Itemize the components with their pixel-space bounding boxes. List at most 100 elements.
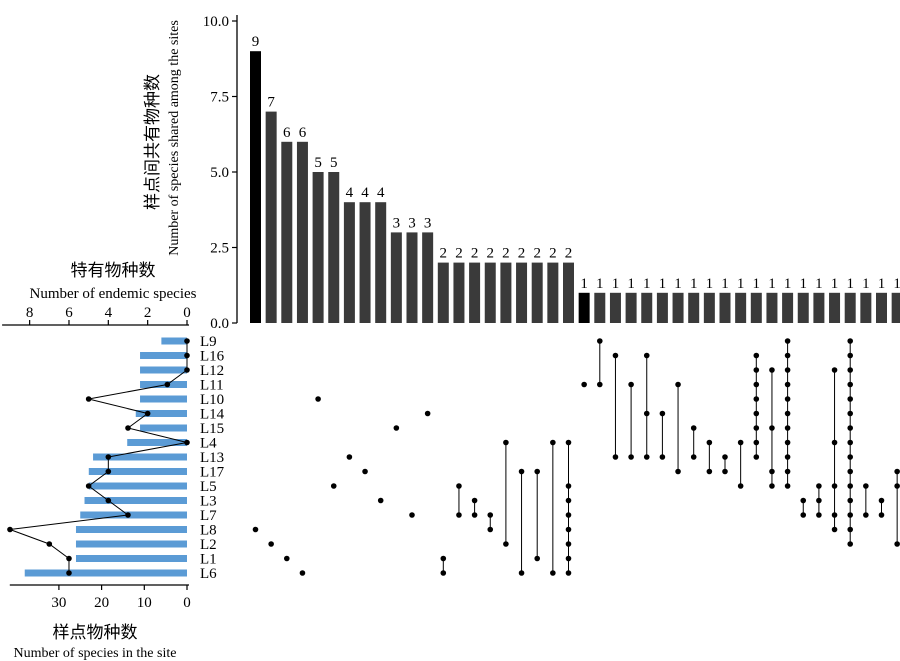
matrix-dot <box>847 526 853 533</box>
site-label-L6: L6 <box>200 566 217 582</box>
intersection-bar-label-11: 3 <box>408 215 416 231</box>
intersection-bar-7 <box>343 202 355 323</box>
site-total-bar-L1 <box>75 555 187 562</box>
matrix-dot <box>722 468 728 475</box>
matrix-dot <box>518 570 525 576</box>
matrix-dot <box>847 468 853 475</box>
intersection-bar-10 <box>390 232 402 323</box>
matrix-dot <box>753 454 760 460</box>
intersection-bar-label-37: 1 <box>815 276 823 292</box>
intersection-bar-label-40: 1 <box>862 276 870 292</box>
matrix-dot <box>346 454 353 460</box>
site-total-x-axis: 30 20 10 0 <box>9 584 191 611</box>
endemic-label-en: Number of endemic species <box>29 286 196 302</box>
intersection-y-tick-label: 2.5 <box>210 241 229 257</box>
intersection-bar-label-14: 2 <box>455 246 463 262</box>
intersection-bar-label-7: 4 <box>346 185 354 201</box>
matrix-dot <box>737 483 744 489</box>
matrix-dot <box>440 570 447 576</box>
intersection-bar-label-31: 1 <box>721 276 729 292</box>
intersection-bar-label-2: 7 <box>267 95 275 111</box>
matrix-dot <box>330 483 337 489</box>
site-total-bar-L9 <box>161 337 187 345</box>
intersection-bar-label-12: 3 <box>424 215 432 231</box>
endemic-tick-label: 8 <box>26 305 34 321</box>
intersection-ylabel-zh: 样点间共有物种数 <box>143 74 162 210</box>
intersection-bar-label-1: 9 <box>252 34 260 50</box>
matrix-dot <box>863 483 869 489</box>
matrix-dot <box>628 381 634 388</box>
matrix-dot <box>847 541 853 547</box>
matrix-dot <box>550 570 556 576</box>
site-label-L13: L13 <box>200 450 224 466</box>
intersection-bar-label-35: 1 <box>784 276 792 292</box>
intersection-bar-label-38: 1 <box>831 276 839 292</box>
intersection-bar-38 <box>829 292 841 323</box>
matrix-dot <box>769 468 775 475</box>
intersection-y-tick-label: 5.0 <box>210 165 229 181</box>
matrix-dot <box>565 541 572 547</box>
intersection-bar-12 <box>422 232 434 323</box>
matrix-dot <box>784 439 791 446</box>
intersection-bar-20 <box>547 262 559 323</box>
intersection-bar-41 <box>876 292 887 323</box>
intersection-bar-13 <box>437 262 449 323</box>
intersection-bar-27 <box>656 292 668 323</box>
intersection-bar-label-8: 4 <box>361 185 369 201</box>
matrix-dot <box>487 526 494 533</box>
intersection-bar-14 <box>453 262 465 323</box>
matrix-dot <box>643 454 650 460</box>
intersection-bar-label-3: 6 <box>283 125 291 141</box>
matrix-dot <box>847 483 853 489</box>
matrix-dot <box>534 555 540 562</box>
matrix-dot <box>784 381 791 388</box>
endemic-label-zh: 特有物种数 <box>71 261 156 280</box>
endemic-point-L16 <box>184 352 190 359</box>
intersection-bar-5 <box>312 172 324 323</box>
site-total-tick-label: 10 <box>137 595 152 611</box>
matrix-dot <box>268 541 274 547</box>
matrix-dot <box>831 439 838 446</box>
matrix-dot <box>722 454 728 460</box>
site-label-L1: L1 <box>200 552 217 568</box>
intersection-bar-18 <box>516 262 528 323</box>
matrix-dot <box>659 410 666 417</box>
intersection-bar-label-29: 1 <box>690 276 698 292</box>
intersection-y-tick-label: 0.0 <box>210 316 229 332</box>
matrix-dot <box>769 425 775 431</box>
matrix-dot <box>847 352 853 359</box>
intersection-bar-label-5: 5 <box>314 155 322 171</box>
matrix-dot <box>847 512 853 518</box>
intersection-bar-22 <box>578 292 590 323</box>
matrix-dot <box>847 367 853 373</box>
intersection-y-tick-label: 10.0 <box>203 14 229 30</box>
matrix-dot <box>816 512 822 518</box>
intersection-bar-labels: 976 65 54 4 43 3 32 2 2 2 2 2 2 2 21 1 1 1 1 1 1 1 1 1 1 1 1 1 1 1 1 1 1… <box>252 34 900 292</box>
matrix-dot <box>518 468 525 475</box>
endemic-point-L5 <box>85 483 92 489</box>
intersection-bar-3 <box>281 141 293 323</box>
site-total-bar-L5 <box>88 482 187 490</box>
matrix-dot <box>581 381 587 388</box>
site-label-L11: L11 <box>200 378 224 394</box>
endemic-point-L4 <box>184 439 190 446</box>
intersection-bar-1 <box>250 51 261 323</box>
intersection-bar-37 <box>813 292 825 323</box>
matrix-dot <box>675 381 681 388</box>
intersection-matrix <box>252 338 900 576</box>
site-total-tick-label: 0 <box>183 595 191 611</box>
matrix-dot <box>393 425 400 431</box>
endemic-tick-label: 4 <box>105 305 113 321</box>
matrix-dot <box>847 454 853 460</box>
matrix-dot <box>847 338 853 344</box>
intersection-bar-label-19: 2 <box>533 246 541 262</box>
matrix-dot <box>831 512 838 518</box>
intersection-bar-39 <box>844 292 856 323</box>
intersection-bar-31 <box>719 292 731 323</box>
matrix-dot <box>753 425 760 431</box>
matrix-dot <box>643 352 650 359</box>
matrix-dot <box>769 483 775 489</box>
matrix-dot <box>565 570 572 576</box>
site-label-L12: L12 <box>200 363 224 379</box>
intersection-bar-35 <box>782 292 794 323</box>
